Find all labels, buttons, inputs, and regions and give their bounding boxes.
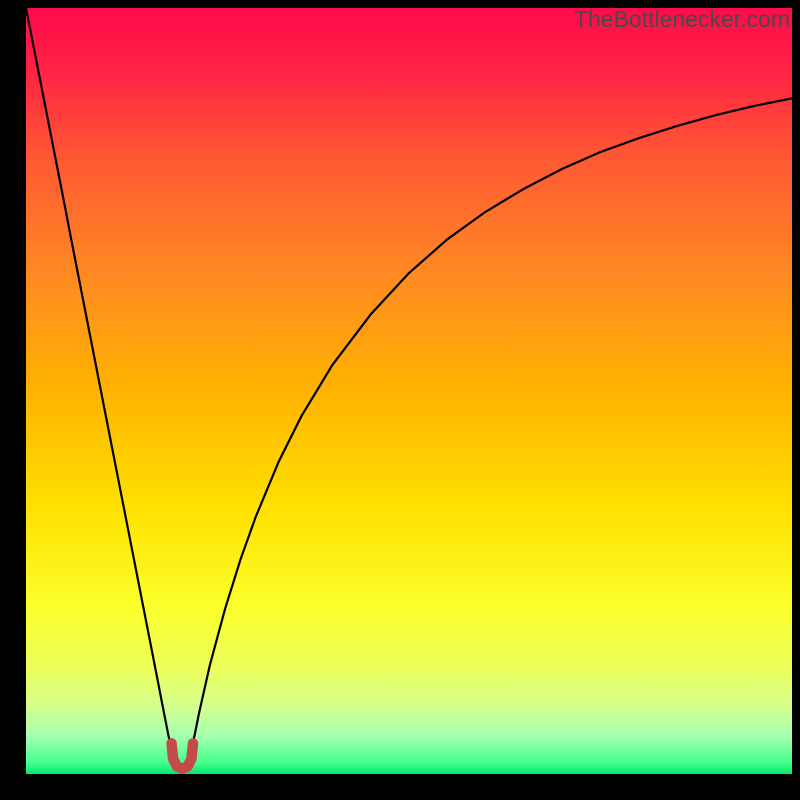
plot-area [26,8,792,774]
gradient-background [26,8,792,774]
watermark-text: TheBottlenecker.com [574,6,790,33]
chart-container: TheBottlenecker.com [0,0,800,800]
plot-svg [26,8,792,774]
